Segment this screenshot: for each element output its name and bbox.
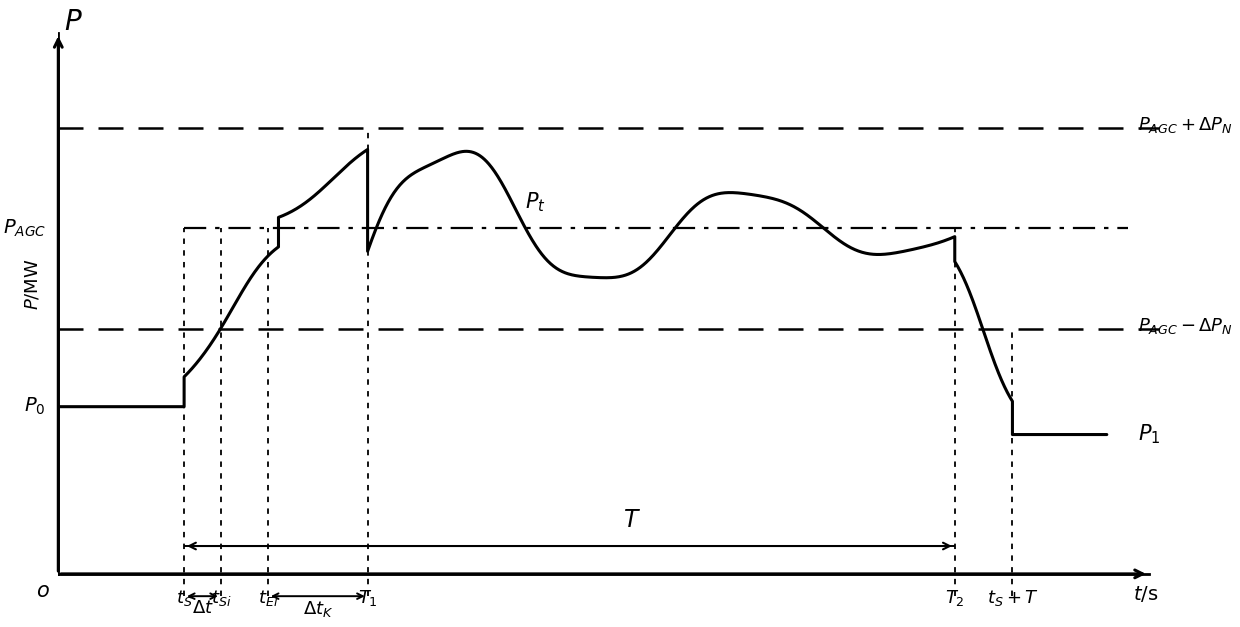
- Text: $P_0$: $P_0$: [25, 396, 46, 418]
- Text: $t_{Ei}$: $t_{Ei}$: [258, 588, 278, 608]
- Text: $P_t$: $P_t$: [525, 191, 546, 214]
- Text: $T$: $T$: [624, 508, 641, 532]
- Text: $P_1$: $P_1$: [1138, 423, 1161, 446]
- Text: $o$: $o$: [36, 581, 50, 601]
- Text: $t_S$: $t_S$: [176, 588, 192, 608]
- Text: $P$/MW: $P$/MW: [24, 258, 41, 310]
- Text: $P_{AGC}+\Delta P_N$: $P_{AGC}+\Delta P_N$: [1138, 115, 1233, 135]
- Text: $t_{Si}$: $t_{Si}$: [211, 588, 231, 608]
- Text: $t_S+T$: $t_S+T$: [987, 588, 1038, 608]
- Text: $\Delta t$: $\Delta t$: [191, 599, 213, 617]
- Text: $P$: $P$: [63, 8, 82, 36]
- Text: $P_{AGC}$: $P_{AGC}$: [2, 218, 46, 239]
- Text: $t$/s: $t$/s: [1133, 584, 1158, 604]
- Text: $T_2$: $T_2$: [945, 588, 965, 608]
- Text: $\Delta t_K$: $\Delta t_K$: [303, 599, 334, 619]
- Text: $T_1$: $T_1$: [357, 588, 377, 608]
- Text: $P_{AGC}-\Delta P_N$: $P_{AGC}-\Delta P_N$: [1138, 316, 1233, 336]
